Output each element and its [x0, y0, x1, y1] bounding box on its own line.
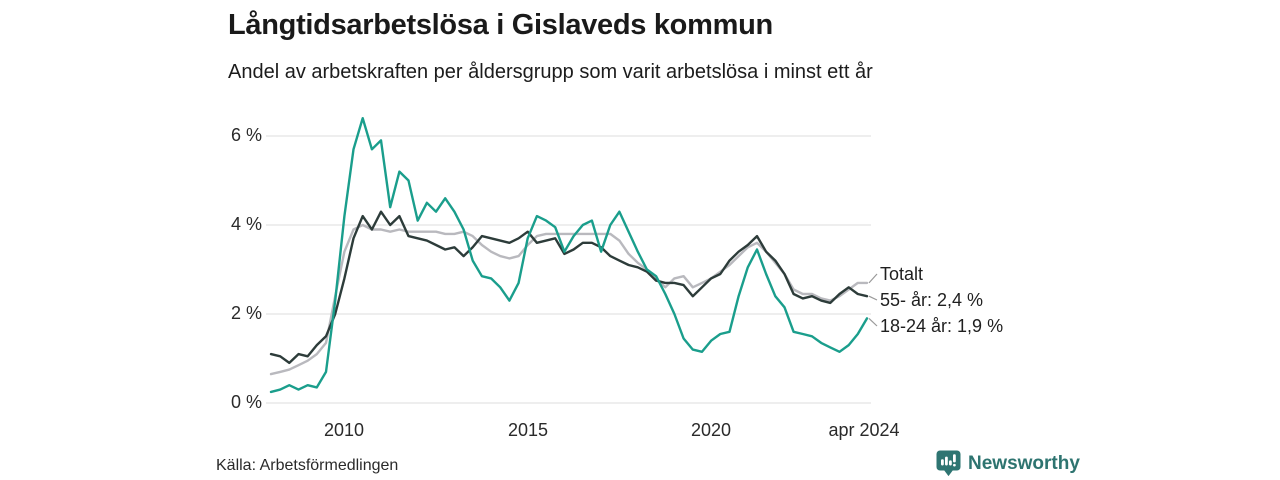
series-end-label-totalt: Totalt — [880, 264, 924, 284]
chart-title: Långtidsarbetslösa i Gislaveds kommun — [228, 9, 773, 41]
y-axis-tick-label: 2 % — [230, 303, 262, 323]
newsworthy-wordmark: Newsworthy — [968, 452, 1080, 474]
y-axis-tick-label: 6 % — [230, 125, 262, 145]
chart-subtitle: Andel av arbetskraften per åldersgrupp s… — [228, 61, 873, 83]
series-end-label-18-24-ar: 18-24 år: 1,9 % — [880, 316, 1004, 336]
x-axis-tick-label: 2010 — [323, 420, 365, 440]
y-axis-tick-label: 4 % — [230, 214, 262, 234]
x-axis-tick-label: 2015 — [507, 420, 549, 440]
series-end-label-55-ar: 55- år: 2,4 % — [880, 290, 984, 310]
y-axis-tick-label: 0 % — [230, 392, 262, 412]
x-axis-tick-label: 2020 — [690, 420, 732, 440]
series-line-55-r — [269, 210, 869, 365]
end-label-connector — [868, 295, 878, 301]
end-label-connector — [868, 318, 878, 327]
newsworthy-icon — [936, 450, 961, 477]
series-line-18-24-r — [269, 116, 869, 394]
x-axis-tick-label: apr 2024 — [828, 420, 900, 440]
newsworthy-logo[interactable]: Newsworthy — [936, 450, 1080, 477]
source-note: Källa: Arbetsförmedlingen — [216, 457, 399, 474]
end-label-connector — [868, 273, 878, 284]
